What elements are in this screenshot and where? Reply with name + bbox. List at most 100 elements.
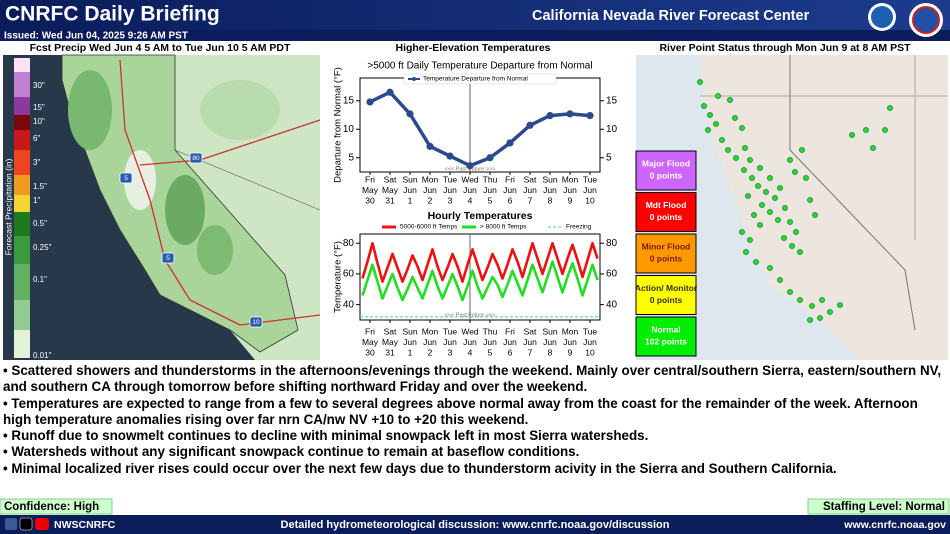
y2-tick-label: 5 xyxy=(606,152,612,163)
river-point xyxy=(767,175,773,181)
legend-label: 6" xyxy=(33,134,40,143)
series-point xyxy=(366,98,374,106)
river-point xyxy=(782,205,788,211)
x-tick-label: Jun xyxy=(563,185,577,195)
river-point xyxy=(882,127,888,133)
x-tick-label: Sat xyxy=(524,174,537,184)
x-tick-label: Jun xyxy=(483,185,497,195)
river-point xyxy=(777,185,783,191)
x-tick-label: 4 xyxy=(468,347,473,357)
x-tick-label: 3 xyxy=(448,195,453,205)
x-tick-label: 8 xyxy=(548,195,553,205)
road xyxy=(119,59,241,326)
x-tick-label: 9 xyxy=(568,347,573,357)
status-legend: Major Flood 0 points Mdt Flood 0 points Mino… xyxy=(635,150,698,357)
x-tick-label: Tue xyxy=(583,174,598,184)
status-count: 0 points xyxy=(650,253,683,263)
state-border xyxy=(789,55,916,331)
bullet: • Watersheds without any significant sno… xyxy=(3,444,580,460)
legend-label: 10" xyxy=(33,117,45,126)
legend-swatch xyxy=(14,264,30,300)
discussion-link[interactable]: Detailed hydrometeorological discussion:… xyxy=(281,519,670,531)
legend-label: 0.25" xyxy=(33,243,52,252)
river-point xyxy=(749,175,755,181)
x-tick-label: Jun xyxy=(443,185,457,195)
road xyxy=(139,119,321,166)
x-tick-label: Jun xyxy=(443,337,457,347)
x-tick-label: May xyxy=(362,185,379,195)
river-point xyxy=(809,303,815,309)
river-points xyxy=(697,79,893,323)
facebook-icon[interactable] xyxy=(5,518,17,530)
river-point xyxy=(747,237,753,243)
x-tick-label: 2 xyxy=(428,195,433,205)
x-icon[interactable] xyxy=(19,517,33,531)
series-line xyxy=(361,241,599,283)
status-label: Minor Flood xyxy=(642,241,691,251)
x-tick-label: Wed xyxy=(461,174,479,184)
x-tick-label: 2 xyxy=(428,347,433,357)
series-line xyxy=(361,260,599,302)
series-point xyxy=(546,112,554,120)
x-tick-label: 6 xyxy=(508,195,513,205)
highway-label: 5 xyxy=(166,255,170,262)
river-point xyxy=(755,183,761,189)
status-count: 102 points xyxy=(645,336,687,346)
status-label: Normal xyxy=(651,324,680,334)
x-tick-label: 10 xyxy=(585,347,595,357)
precip-title: Fcst Precip Wed Jun 4 5 AM to Tue Jun 10… xyxy=(30,42,291,54)
legend-swatch xyxy=(14,212,30,236)
river-point xyxy=(739,125,745,131)
status-label: Mdt Flood xyxy=(646,200,687,210)
nws-logo-inner xyxy=(912,6,940,34)
highway-shield xyxy=(189,152,203,164)
legend-label: > 8000 ft Temps xyxy=(480,224,527,231)
series-point xyxy=(586,112,594,120)
river-point xyxy=(753,259,759,265)
river-point xyxy=(707,112,713,118)
x-tick-label: Mon xyxy=(562,326,579,336)
bullet: • Minimal localized river rises could oc… xyxy=(3,460,837,476)
legend-label: 5000-6000 ft Temps xyxy=(400,224,458,231)
status-label: Action/ Monitor xyxy=(635,283,698,293)
legend-label: Freezing xyxy=(566,224,592,231)
website-link[interactable]: www.cnrfc.noaa.gov xyxy=(843,519,946,531)
river-point xyxy=(887,105,893,111)
status-box xyxy=(635,192,697,232)
river-point xyxy=(757,165,763,171)
x-tick-label: 3 xyxy=(448,347,453,357)
x-tick-label: Tue xyxy=(443,174,458,184)
x-tick-label: Jun xyxy=(523,185,537,195)
river-point xyxy=(812,212,818,218)
header-center: California Nevada River Forecast Center xyxy=(532,8,810,24)
river-point xyxy=(747,157,753,163)
legend-label: 0.1" xyxy=(33,275,47,284)
status-count: 0 points xyxy=(650,295,683,305)
status-box xyxy=(635,233,697,274)
legend-label: 15" xyxy=(33,103,45,112)
series-point xyxy=(566,110,574,118)
x-tick-label: 8 xyxy=(548,347,553,357)
legend-dot xyxy=(412,77,416,81)
x-tick-label: Tue xyxy=(583,326,598,336)
river-point xyxy=(870,145,876,151)
youtube-icon[interactable] xyxy=(35,518,49,530)
legend-swatch xyxy=(14,195,30,212)
x-tick-label: Tue xyxy=(443,326,458,336)
highway-label: 5 xyxy=(124,175,128,182)
river-point xyxy=(745,193,751,199)
river-point xyxy=(827,309,833,315)
x-tick-label: May xyxy=(382,185,399,195)
highway-label: 80 xyxy=(192,155,200,162)
y-tick-label: 60 xyxy=(343,269,355,280)
y-tick-label: 80 xyxy=(343,238,355,249)
river-point xyxy=(767,265,773,271)
x-tick-label: Fri xyxy=(365,174,375,184)
river-point xyxy=(787,289,793,295)
x-tick-label: Jun xyxy=(523,337,537,347)
chart-title: Hourly Temperatures xyxy=(428,210,533,222)
header-bar xyxy=(0,0,950,30)
river-point xyxy=(772,195,778,201)
river-point xyxy=(781,235,787,241)
